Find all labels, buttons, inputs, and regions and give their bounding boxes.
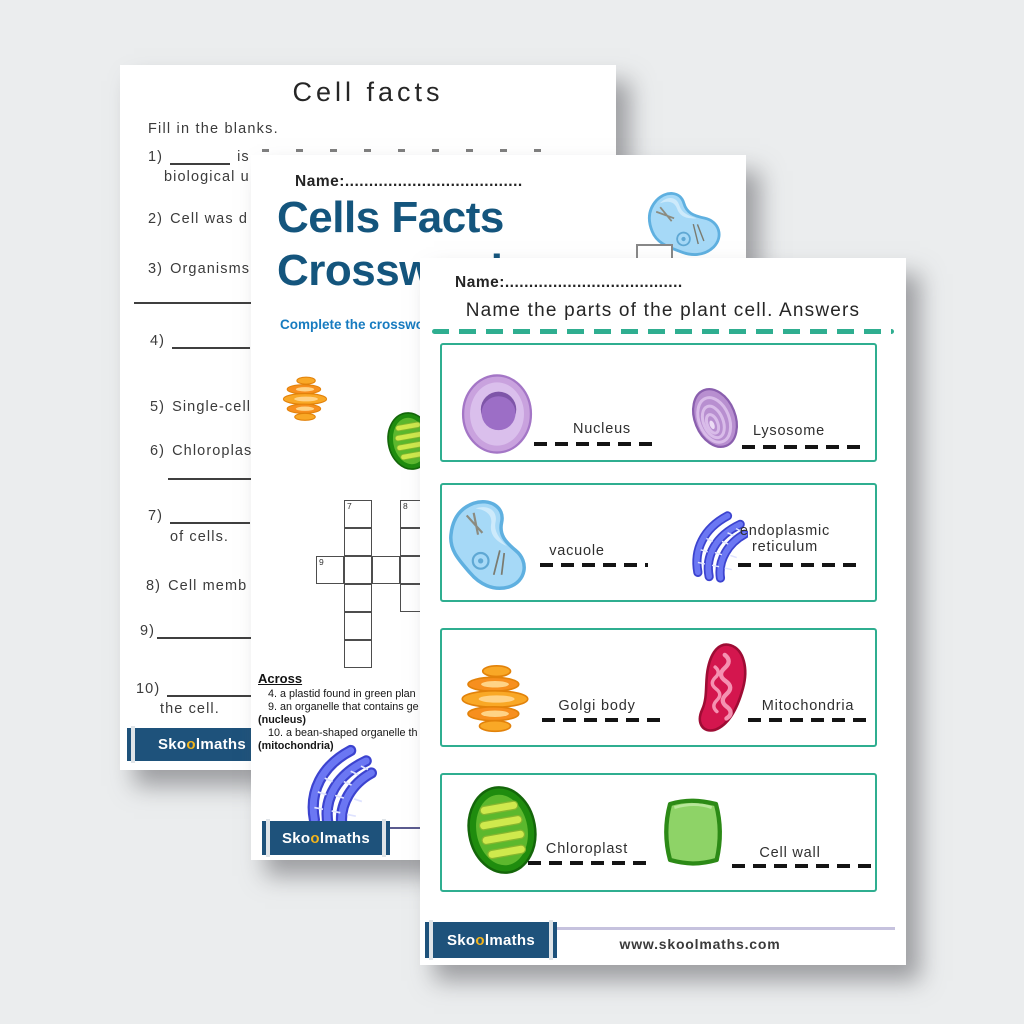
fill-blank-item: 5) Single-cell [150,399,251,415]
item-text: Organisms [170,261,251,277]
skoolmaths-logo: Skoolmaths [425,920,557,960]
fill-blank-item: 8) Cell memb [146,578,247,594]
organelle-label: Lysosome [753,423,825,439]
answer-box: Golgi body Mitochondria [440,628,877,747]
fill-blank-item: 2) Cell was d [148,211,248,227]
answer-dashes [748,718,870,722]
fill-blank-item: 3) Organisms [148,261,250,277]
fill-blank-item: 1) is [148,149,250,165]
nucleus-image [461,374,533,454]
answer-box: Nucleus Lysosome [440,343,877,462]
item-text: Cell was d [170,211,248,227]
skoolmaths-logo: Skoolmaths [262,819,390,857]
instruction-text: Complete the crossword [280,317,438,332]
answer-blank [170,150,231,165]
endoplasmic-reticulum-image [307,744,377,830]
across-heading: Across [258,671,303,686]
vacuole-image [449,500,526,590]
cell-wall-image [664,798,722,866]
answer-box: vacuole endoplasmic reticulum [440,483,877,602]
answer-dashes [732,864,872,868]
item-text: biological u [164,169,250,185]
golgi-body-image [282,376,328,421]
golgi-body-image [461,665,529,733]
clue-answer: (nucleus) [258,714,306,726]
organelle-label: vacuole [549,543,605,559]
item-text: the cell. [160,701,220,717]
clue-text: 4. a plastid found in green plan [268,688,416,700]
cell-image [647,192,721,256]
item-text: Single-cell [172,399,252,415]
clue-number: 8 [403,501,408,511]
page-title: Name the parts of the plant cell. Answer… [465,300,861,321]
fill-blank-item: 10) [136,681,268,697]
item-text: Cell memb [168,578,248,594]
item-number: 1) [148,149,164,165]
answer-blank [134,302,254,304]
item-number: 10) [136,681,161,697]
website-url: www.skoolmaths.com [619,936,781,952]
organelle-label: Mitochondria [761,698,855,714]
item-number: 7) [148,508,164,524]
answer-dashes [534,442,658,446]
instruction-text: Fill in the blanks. [148,121,279,137]
item-number: 6) [150,443,166,459]
fill-blank-item: 6) Chloroplas [150,443,252,459]
answer-blank [172,334,251,349]
answer-box: Chloroplast Cell wall [440,773,877,892]
fill-blank-item: 7) [148,508,251,524]
lysosome-image [691,388,739,448]
answer-dashes [540,563,648,567]
answer-blank [170,509,251,524]
clue-number: 7 [347,501,352,511]
fill-blank-item: 4) [150,333,251,349]
clue-text: 10. a bean-shaped organelle th [268,727,418,739]
answer-dashes [742,445,868,449]
answer-blank [167,682,268,697]
chloroplast-image [467,786,537,874]
item-number: 8) [146,578,162,594]
item-number: 4) [150,333,166,349]
item-number: 5) [150,399,166,415]
item-number: 9) [140,623,156,639]
clipped-text-fragments [262,149,542,152]
endoplasmic-reticulum-image [692,511,748,583]
answer-blank [168,478,252,480]
organelle-label: Nucleus [573,421,631,437]
name-field: Name:...................................… [295,173,523,190]
answer-dashes [528,861,648,865]
answer-blank [157,624,273,639]
page-plant-cell-answers: Name:...................................… [420,258,906,965]
item-text: is [237,149,250,165]
answer-dashes [738,563,862,567]
mitochondria-image [698,643,747,732]
logo-text: Skoolmaths [157,736,247,753]
page-title: Cells Facts Crossword [277,191,504,297]
title-underline [432,329,894,334]
organelle-label: endoplasmic reticulum [739,523,831,555]
clue-number: 9 [319,557,324,567]
fill-blank-item: 9) [140,623,273,639]
clue-answer: (mitochondria) [258,740,334,752]
item-number: 3) [148,261,164,277]
item-number: 2) [148,211,164,227]
answer-dashes [542,718,664,722]
name-field: Name:...................................… [455,274,683,291]
page-title: Cell facts [292,77,444,107]
title-line-1: Cells Facts [277,193,504,242]
item-text: of cells. [170,529,230,545]
organelle-label: Golgi body [558,698,636,714]
logo-text: Skoolmaths [281,829,371,847]
footer-line [557,927,895,930]
organelle-label: Chloroplast [545,841,629,857]
clue-text: 9. an organelle that contains ge [268,701,419,713]
item-text: Chloroplas [172,443,253,459]
logo-text: Skoolmaths [446,931,536,949]
organelle-label: Cell wall [759,845,821,861]
